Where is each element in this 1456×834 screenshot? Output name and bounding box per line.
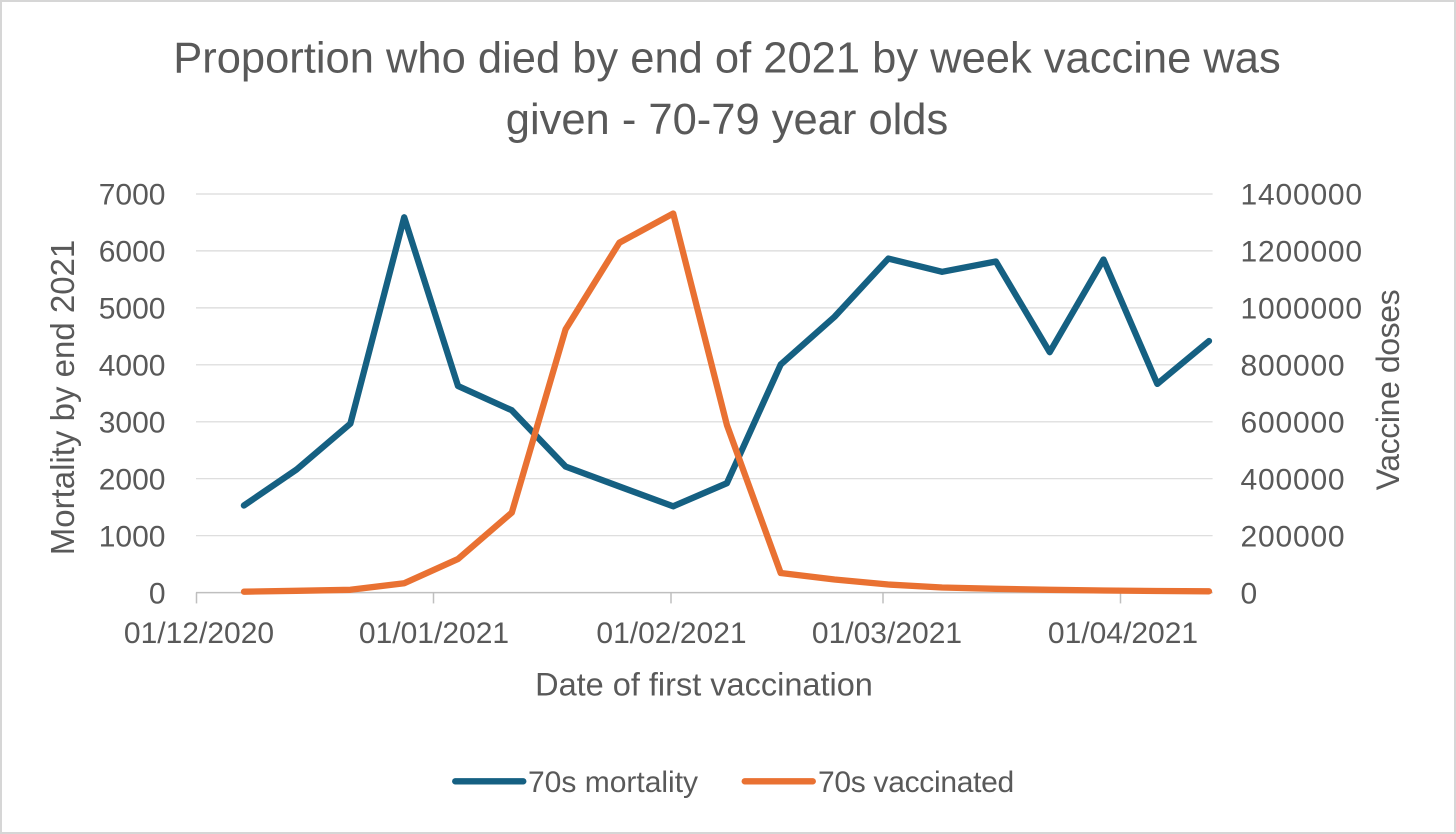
svg-text:1000: 1000 — [99, 520, 166, 553]
svg-text:0: 0 — [149, 577, 166, 610]
svg-text:01/02/2021: 01/02/2021 — [596, 617, 746, 650]
svg-text:7000: 7000 — [99, 178, 166, 211]
svg-text:2000: 2000 — [99, 463, 166, 496]
svg-text:01/01/2021: 01/01/2021 — [359, 617, 509, 650]
svg-text:5000: 5000 — [99, 292, 166, 325]
svg-text:01/04/2021: 01/04/2021 — [1048, 617, 1198, 650]
svg-text:6000: 6000 — [99, 235, 166, 268]
svg-text:01/03/2021: 01/03/2021 — [812, 617, 962, 650]
svg-text:70s vaccinated: 70s vaccinated — [818, 766, 1014, 799]
svg-text:70s mortality: 70s mortality — [528, 766, 698, 799]
svg-text:given - 70-79 year olds: given - 70-79 year olds — [506, 96, 949, 144]
svg-text:800000: 800000 — [1241, 349, 1346, 382]
svg-text:01/12/2020: 01/12/2020 — [124, 617, 274, 650]
svg-text:0: 0 — [1241, 577, 1259, 610]
svg-text:1400000: 1400000 — [1241, 178, 1363, 211]
svg-text:1200000: 1200000 — [1241, 235, 1363, 268]
svg-text:Mortality by end 2021: Mortality by end 2021 — [44, 240, 81, 556]
svg-text:Proportion who died by end of: Proportion who died by end of 2021 by we… — [173, 35, 1281, 83]
svg-text:400000: 400000 — [1241, 463, 1346, 496]
svg-text:Date of first vaccination: Date of first vaccination — [535, 667, 873, 703]
svg-text:200000: 200000 — [1241, 520, 1346, 553]
svg-text:4000: 4000 — [99, 349, 166, 382]
svg-text:Vaccine doses: Vaccine doses — [1370, 290, 1406, 491]
svg-text:1000000: 1000000 — [1241, 292, 1363, 325]
svg-text:600000: 600000 — [1241, 406, 1346, 439]
svg-text:3000: 3000 — [99, 406, 166, 439]
